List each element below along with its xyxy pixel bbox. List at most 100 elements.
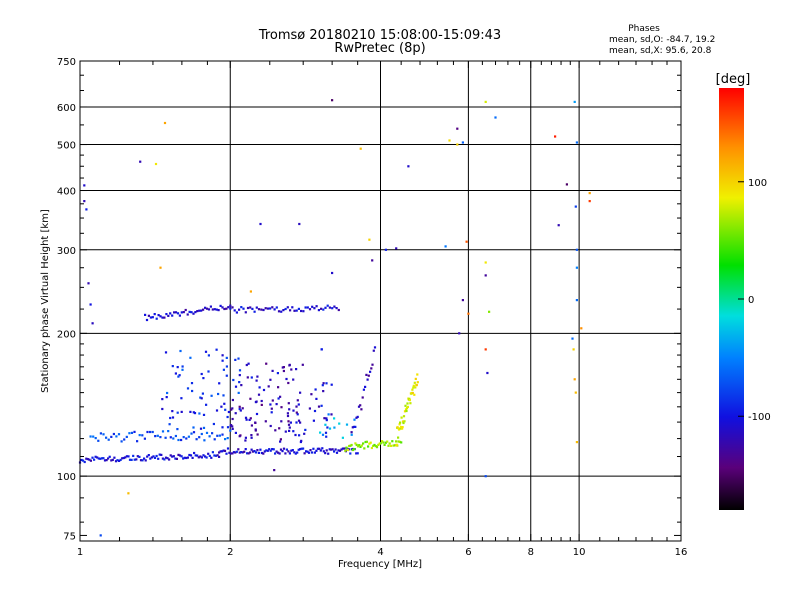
data-point (304, 306, 307, 309)
data-point (99, 534, 102, 537)
data-point (180, 311, 183, 314)
data-point (205, 431, 209, 434)
data-point (178, 314, 181, 317)
data-point (413, 381, 416, 384)
data-point (89, 303, 92, 306)
data-point (238, 369, 242, 372)
data-point (355, 443, 358, 446)
data-point (246, 452, 249, 455)
data-point (159, 436, 162, 439)
data-point (575, 266, 578, 269)
data-point (292, 430, 295, 433)
data-point (260, 308, 263, 311)
data-point (210, 394, 213, 397)
data-point (229, 429, 232, 432)
data-point (580, 327, 583, 330)
data-point (225, 356, 228, 359)
data-point (289, 421, 292, 424)
data-point (289, 309, 292, 312)
data-point (172, 437, 175, 440)
data-point (401, 427, 404, 430)
data-point (238, 381, 241, 384)
data-point (575, 141, 578, 144)
data-point (176, 411, 179, 414)
data-point (465, 240, 468, 243)
data-point (177, 453, 180, 456)
data-point (365, 440, 368, 443)
data-point (234, 358, 237, 361)
data-point (313, 307, 316, 310)
data-point (408, 397, 411, 400)
data-point (136, 440, 139, 443)
data-point (243, 450, 246, 453)
data-point (244, 448, 247, 451)
data-point (226, 447, 230, 450)
data-point (188, 310, 191, 313)
data-point (132, 454, 135, 457)
data-point (149, 316, 152, 319)
data-point (188, 453, 191, 457)
data-point (180, 438, 183, 442)
data-point (238, 451, 241, 454)
data-point (204, 350, 208, 353)
data-point (169, 416, 172, 420)
data-point (316, 447, 319, 450)
data-point (232, 378, 235, 382)
data-point (231, 306, 234, 309)
data-point (325, 382, 328, 385)
data-point (405, 409, 408, 413)
data-point (154, 162, 158, 166)
data-point (238, 308, 241, 311)
data-point (295, 421, 298, 424)
data-point (357, 405, 361, 408)
data-point (166, 391, 169, 395)
data-point (304, 428, 307, 431)
data-point (222, 368, 225, 371)
data-point (216, 454, 219, 457)
data-point (327, 452, 330, 455)
data-point (404, 408, 408, 411)
data-point (220, 405, 223, 408)
data-point (362, 388, 365, 391)
data-point (320, 348, 323, 351)
colorbar-tick-label: 100 (748, 178, 767, 189)
data-point (99, 457, 102, 460)
data-point (127, 455, 130, 458)
data-point (315, 397, 318, 400)
data-point (202, 308, 205, 311)
data-point (321, 384, 324, 387)
data-point (398, 423, 401, 426)
data-point (275, 403, 278, 406)
data-point (168, 458, 171, 461)
data-point (277, 386, 280, 389)
data-point (200, 432, 203, 436)
data-point (123, 438, 126, 441)
data-point (293, 451, 296, 454)
data-point (234, 431, 237, 434)
data-point (192, 411, 195, 414)
data-point (467, 312, 470, 315)
data-point (222, 394, 225, 397)
data-point (277, 451, 280, 454)
data-point (179, 349, 182, 353)
data-point (229, 304, 232, 307)
data-point (274, 429, 277, 432)
data-point (279, 440, 282, 443)
data-point (399, 427, 402, 430)
data-point (158, 453, 161, 456)
data-point (288, 363, 291, 366)
data-point (247, 362, 250, 365)
stats-heading: Phases (628, 24, 660, 34)
data-point (92, 435, 95, 438)
data-point (255, 400, 258, 403)
data-point (276, 372, 279, 375)
data-point (255, 306, 258, 309)
data-point (200, 397, 203, 400)
data-point (403, 410, 407, 413)
data-point (387, 444, 390, 447)
data-point (275, 450, 278, 453)
data-point (114, 460, 118, 463)
data-point (174, 372, 177, 375)
data-point (215, 409, 219, 412)
